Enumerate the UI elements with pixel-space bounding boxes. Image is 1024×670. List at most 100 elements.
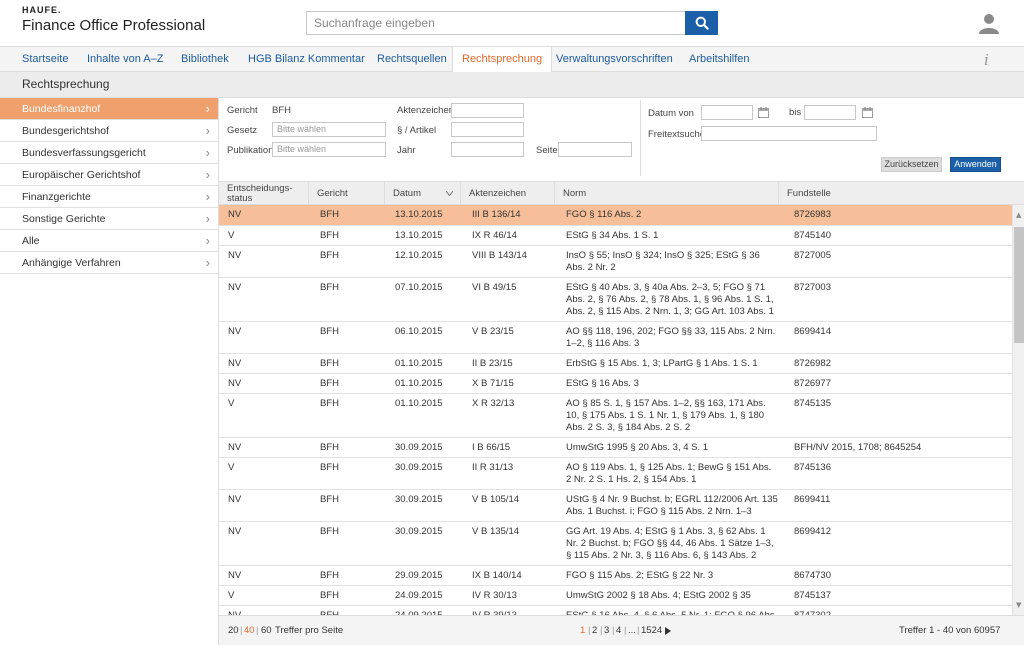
- aktenzeichen-input[interactable]: [451, 103, 524, 118]
- gesetz-select[interactable]: Bitte wählen: [272, 122, 386, 137]
- nav-item-rechtsprechung[interactable]: Rechtsprechung: [452, 47, 553, 73]
- chevron-right-icon[interactable]: [665, 627, 671, 635]
- table-row[interactable]: NV BFH 12.10.2015 VIII B 143/14 InsO § 55; I…: [219, 246, 1012, 278]
- cell-status: NV: [228, 442, 242, 453]
- column-header-status[interactable]: Entscheidungs-status: [227, 182, 293, 204]
- cell-aktenzeichen: V B 135/14: [472, 526, 520, 537]
- cell-datum: 12.10.2015: [395, 250, 443, 261]
- cell-gericht: BFH: [320, 462, 339, 473]
- cell-gericht: BFH: [320, 326, 339, 337]
- cell-status: NV: [228, 326, 242, 337]
- calendar-icon[interactable]: [758, 107, 769, 118]
- sidebar-item-anhaengige[interactable]: Anhängige Verfahren ›: [0, 252, 218, 274]
- cell-norm: FGO § 116 Abs. 2: [566, 209, 642, 220]
- per-page-60[interactable]: 60: [261, 625, 272, 636]
- per-page-40[interactable]: 40: [244, 625, 255, 636]
- cell-aktenzeichen: IX R 46/14: [472, 230, 517, 241]
- info-icon[interactable]: i: [984, 51, 989, 69]
- table-row[interactable]: V BFH 24.09.2015 IV R 30/13 UmwStG 2002 § 18…: [219, 586, 1012, 606]
- page-last[interactable]: 1524: [641, 625, 663, 636]
- cell-gericht: BFH: [320, 358, 339, 369]
- brand-title[interactable]: Finance Office Professional: [22, 17, 206, 34]
- cell-norm: EStG § 16 Abs. 3: [566, 378, 639, 389]
- page-2[interactable]: 2: [592, 625, 598, 636]
- cell-aktenzeichen: I B 66/15: [472, 442, 511, 453]
- freitext-label: Freitextsuche: [648, 129, 706, 140]
- user-icon[interactable]: [978, 12, 1000, 34]
- table-row[interactable]: NV BFH 29.09.2015 IX B 140/14 FGO § 115 Abs.…: [219, 566, 1012, 586]
- page-title-bar: Rechtsprechung: [0, 72, 1024, 98]
- sidebar-item-eugh[interactable]: Europäischer Gerichtshof ›: [0, 164, 218, 186]
- nav-item-inhalte[interactable]: Inhalte von A–Z: [87, 53, 164, 65]
- cell-fundstelle: BFH/NV 2015, 1708; 8645254: [794, 442, 922, 453]
- brand-logo-small[interactable]: HAUFE.: [22, 5, 62, 15]
- table-row[interactable]: NV BFH 30.09.2015 V B 105/14 UStG § 4 Nr. 9 …: [219, 490, 1012, 522]
- table-row[interactable]: V BFH 13.10.2015 IX R 46/14 EStG § 34 Abs. 1…: [219, 226, 1012, 246]
- table-row[interactable]: NV BFH 01.10.2015 X B 71/15 EStG § 16 Abs. 3…: [219, 374, 1012, 394]
- seite-input[interactable]: [558, 142, 632, 157]
- column-header-gericht[interactable]: Gericht: [308, 182, 383, 205]
- column-header-datum-label: Datum: [393, 188, 421, 199]
- cell-datum: 13.10.2015: [395, 230, 443, 241]
- page-1[interactable]: 1: [580, 625, 586, 636]
- search-button[interactable]: [685, 11, 718, 35]
- per-page-20[interactable]: 20: [228, 625, 239, 636]
- scroll-up-icon[interactable]: ▲: [1016, 211, 1022, 219]
- cell-aktenzeichen: IX B 140/14: [472, 570, 522, 581]
- table-row[interactable]: V BFH 30.09.2015 II R 31/13 AO § 119 Abs. 1,…: [219, 458, 1012, 490]
- freitext-input[interactable]: [701, 126, 877, 141]
- table-row[interactable]: NV BFH 24.09.2015 IV R 39/13 EStG § 16 Abs. …: [219, 606, 1012, 615]
- table-row[interactable]: NV BFH 30.09.2015 I B 66/15 UmwStG 1995 § 20…: [219, 438, 1012, 458]
- separator: |: [637, 625, 640, 636]
- nav-item-startseite[interactable]: Startseite: [22, 53, 69, 65]
- sidebar-item-bundesgerichtshof[interactable]: Bundesgerichtshof ›: [0, 120, 218, 142]
- cell-status: V: [228, 398, 235, 409]
- separator: |: [624, 625, 627, 636]
- sidebar-item-label: Bundesverfassungsgericht: [22, 147, 146, 159]
- sidebar-item-sonstige[interactable]: Sonstige Gerichte ›: [0, 208, 218, 230]
- cell-status: V: [228, 462, 235, 473]
- separator: |: [240, 625, 243, 636]
- column-header-datum[interactable]: Datum: [384, 182, 459, 205]
- search-input[interactable]: [306, 11, 686, 35]
- jahr-input[interactable]: [451, 142, 524, 157]
- datum-von-input[interactable]: [701, 105, 753, 120]
- table-scrollbar[interactable]: ▲ ▼: [1012, 205, 1024, 615]
- nav-item-verwaltungsvorschriften[interactable]: Verwaltungsvorschriften: [556, 53, 673, 65]
- sidebar-item-bundesfinanzhof[interactable]: Bundesfinanzhof ›: [0, 98, 218, 120]
- cell-fundstelle: 8745140: [794, 230, 831, 241]
- sidebar-item-alle[interactable]: Alle ›: [0, 230, 218, 252]
- nav-item-bibliothek[interactable]: Bibliothek: [181, 53, 229, 65]
- cell-datum: 01.10.2015: [395, 358, 443, 369]
- reset-button[interactable]: Zurücksetzen: [881, 157, 942, 172]
- cell-gericht: BFH: [320, 570, 339, 581]
- cell-aktenzeichen: VI B 49/15: [472, 282, 517, 293]
- nav-item-arbeitshilfen[interactable]: Arbeitshilfen: [689, 53, 750, 65]
- apply-button[interactable]: Anwenden: [950, 157, 1001, 172]
- cell-status: V: [228, 590, 235, 601]
- nav-item-hgb[interactable]: HGB Bilanz Kommentar: [248, 53, 365, 65]
- page-4[interactable]: 4: [616, 625, 622, 636]
- sidebar-item-bundesverfassungsgericht[interactable]: Bundesverfassungsgericht ›: [0, 142, 218, 164]
- column-header-aktenzeichen[interactable]: Aktenzeichen: [460, 182, 553, 205]
- table-row[interactable]: NV BFH 07.10.2015 VI B 49/15 EStG § 40 Abs. …: [219, 278, 1012, 322]
- scroll-thumb[interactable]: [1014, 227, 1024, 343]
- table-row[interactable]: NV BFH 01.10.2015 II B 23/15 ErbStG § 15 Abs…: [219, 354, 1012, 374]
- column-header-fundstelle[interactable]: Fundstelle: [778, 182, 1024, 205]
- datum-bis-input[interactable]: [804, 105, 856, 120]
- sidebar-item-finanzgerichte[interactable]: Finanzgerichte ›: [0, 186, 218, 208]
- table-row[interactable]: NV BFH 30.09.2015 V B 135/14 GG Art. 19 Abs.…: [219, 522, 1012, 566]
- artikel-input[interactable]: [451, 122, 524, 137]
- publikation-select[interactable]: Bitte wählen: [272, 142, 386, 157]
- calendar-icon[interactable]: [862, 107, 873, 118]
- column-header-norm[interactable]: Norm: [554, 182, 777, 205]
- page-3[interactable]: 3: [604, 625, 610, 636]
- cell-status: V: [228, 230, 235, 241]
- table-row[interactable]: NV BFH 06.10.2015 V B 23/15 AO §§ 118, 196, …: [219, 322, 1012, 354]
- nav-item-rechtsquellen[interactable]: Rechtsquellen: [377, 53, 447, 65]
- cell-norm: FGO § 115 Abs. 2; EStG § 22 Nr. 3: [566, 570, 714, 581]
- table-row[interactable]: V BFH 01.10.2015 X R 32/13 AO § 85 S. 1, § 1…: [219, 394, 1012, 438]
- scroll-down-icon[interactable]: ▼: [1016, 601, 1022, 609]
- table-row[interactable]: NV BFH 13.10.2015 III B 136/14 FGO § 116 Abs…: [219, 205, 1012, 226]
- cell-norm: UmwStG 2002 § 18 Abs. 4; EStG 2002 § 35: [566, 590, 751, 601]
